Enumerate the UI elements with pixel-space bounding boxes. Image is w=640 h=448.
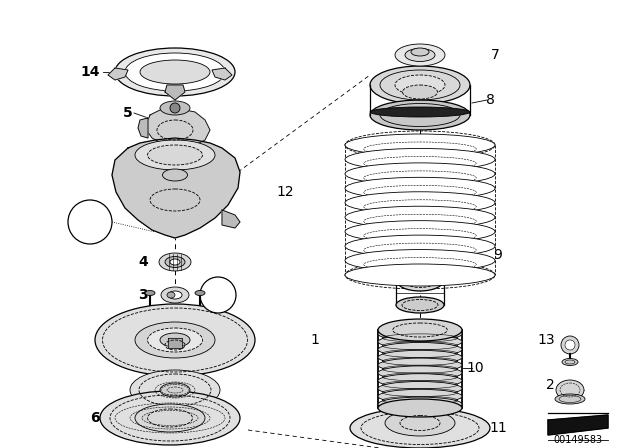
Ellipse shape	[160, 101, 190, 115]
Ellipse shape	[160, 333, 190, 347]
Polygon shape	[112, 138, 240, 238]
Polygon shape	[222, 210, 240, 228]
Polygon shape	[108, 68, 128, 80]
Ellipse shape	[378, 389, 462, 403]
Ellipse shape	[378, 343, 462, 357]
Text: 9: 9	[493, 248, 502, 262]
Circle shape	[170, 103, 180, 113]
Circle shape	[68, 200, 112, 244]
Ellipse shape	[147, 328, 202, 352]
Ellipse shape	[378, 366, 462, 380]
Ellipse shape	[345, 250, 495, 271]
Ellipse shape	[345, 235, 495, 257]
Ellipse shape	[125, 53, 225, 91]
Text: 13: 13	[538, 333, 555, 347]
Ellipse shape	[160, 383, 190, 397]
Ellipse shape	[395, 75, 445, 95]
Ellipse shape	[95, 304, 255, 376]
Ellipse shape	[403, 85, 438, 99]
Ellipse shape	[135, 322, 215, 358]
Ellipse shape	[159, 253, 191, 271]
Ellipse shape	[115, 48, 235, 96]
Ellipse shape	[370, 100, 470, 130]
Ellipse shape	[378, 358, 462, 372]
Ellipse shape	[405, 48, 435, 61]
Ellipse shape	[402, 272, 438, 288]
Text: 13: 13	[83, 217, 97, 227]
Ellipse shape	[168, 291, 182, 299]
Ellipse shape	[345, 134, 495, 156]
Ellipse shape	[556, 380, 584, 400]
Ellipse shape	[345, 148, 495, 170]
Ellipse shape	[385, 410, 455, 436]
Ellipse shape	[350, 408, 490, 448]
Ellipse shape	[140, 60, 210, 84]
Ellipse shape	[100, 391, 240, 445]
Ellipse shape	[370, 107, 470, 117]
Ellipse shape	[411, 48, 429, 56]
Ellipse shape	[562, 358, 578, 366]
Circle shape	[565, 340, 575, 350]
Ellipse shape	[378, 374, 462, 388]
Ellipse shape	[345, 163, 495, 185]
Text: 6: 6	[90, 411, 100, 425]
Ellipse shape	[370, 66, 470, 104]
Ellipse shape	[130, 370, 220, 410]
Ellipse shape	[345, 221, 495, 243]
Ellipse shape	[378, 397, 462, 411]
Ellipse shape	[555, 394, 585, 404]
Ellipse shape	[167, 292, 175, 298]
Ellipse shape	[378, 335, 462, 349]
Ellipse shape	[378, 327, 462, 341]
Text: 10: 10	[466, 361, 484, 375]
Text: 8: 8	[486, 93, 495, 107]
Ellipse shape	[378, 399, 462, 417]
Ellipse shape	[165, 257, 185, 267]
Circle shape	[561, 336, 579, 354]
Ellipse shape	[396, 297, 444, 313]
Ellipse shape	[195, 290, 205, 296]
Ellipse shape	[135, 404, 205, 432]
Polygon shape	[212, 68, 232, 80]
Polygon shape	[138, 118, 148, 138]
Polygon shape	[168, 338, 182, 348]
Text: 12: 12	[276, 185, 294, 199]
Ellipse shape	[163, 169, 188, 181]
Text: 7: 7	[491, 48, 499, 62]
Polygon shape	[548, 415, 608, 435]
Ellipse shape	[395, 44, 445, 66]
Ellipse shape	[378, 350, 462, 364]
Ellipse shape	[345, 192, 495, 214]
Ellipse shape	[345, 177, 495, 199]
Circle shape	[200, 277, 236, 313]
Polygon shape	[145, 108, 210, 148]
Ellipse shape	[170, 259, 180, 265]
Ellipse shape	[345, 264, 495, 286]
Ellipse shape	[345, 206, 495, 228]
Polygon shape	[165, 85, 185, 100]
Text: 14: 14	[81, 65, 100, 79]
Ellipse shape	[135, 140, 215, 170]
Text: 2: 2	[547, 378, 555, 392]
Ellipse shape	[147, 145, 202, 165]
Text: 3: 3	[138, 288, 148, 302]
Ellipse shape	[378, 319, 462, 341]
Text: 1: 1	[310, 333, 319, 347]
Ellipse shape	[396, 269, 444, 291]
Text: 4: 4	[138, 255, 148, 269]
Text: 2: 2	[214, 290, 221, 300]
Text: 11: 11	[489, 421, 507, 435]
Ellipse shape	[378, 382, 462, 396]
Ellipse shape	[145, 290, 155, 296]
Text: 00149583: 00149583	[554, 435, 603, 445]
Ellipse shape	[161, 287, 189, 303]
Text: 5: 5	[124, 106, 133, 120]
